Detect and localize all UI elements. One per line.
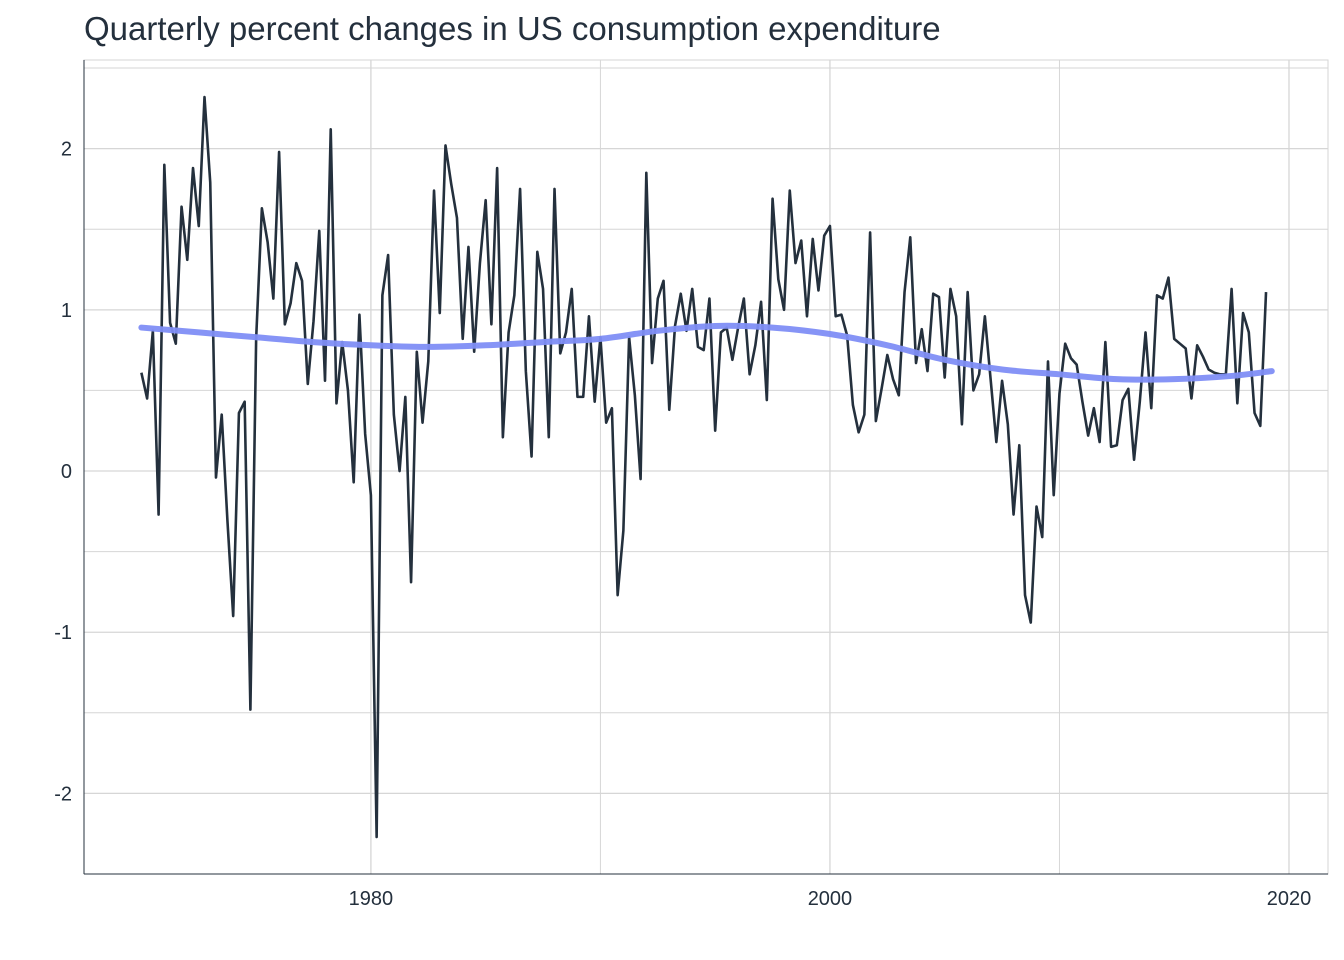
y-tick-label: -2 bbox=[54, 783, 72, 805]
y-tick-label: 0 bbox=[61, 461, 72, 483]
y-tick-label: 1 bbox=[61, 300, 72, 322]
y-tick-label: -1 bbox=[54, 622, 72, 644]
chart-title: Quarterly percent changes in US consumpt… bbox=[84, 10, 941, 47]
y-axis-ticks: -2 -1 0 1 2 bbox=[54, 139, 72, 806]
trend-layer bbox=[138, 322, 1275, 383]
axes bbox=[83, 60, 1328, 875]
x-tick-label: 2020 bbox=[1267, 888, 1312, 910]
x-tick-label: 1980 bbox=[349, 888, 394, 910]
minor-gridlines bbox=[84, 60, 1328, 874]
panel-border bbox=[83, 59, 1329, 875]
x-axis-ticks: 1980 2000 2020 bbox=[349, 888, 1312, 910]
major-gridlines bbox=[84, 60, 1328, 874]
y-tick-label: 2 bbox=[61, 139, 72, 161]
series-line bbox=[140, 95, 1268, 839]
x-tick-label: 2000 bbox=[808, 888, 853, 910]
trend-line bbox=[138, 322, 1275, 383]
series-layer bbox=[140, 95, 1268, 839]
